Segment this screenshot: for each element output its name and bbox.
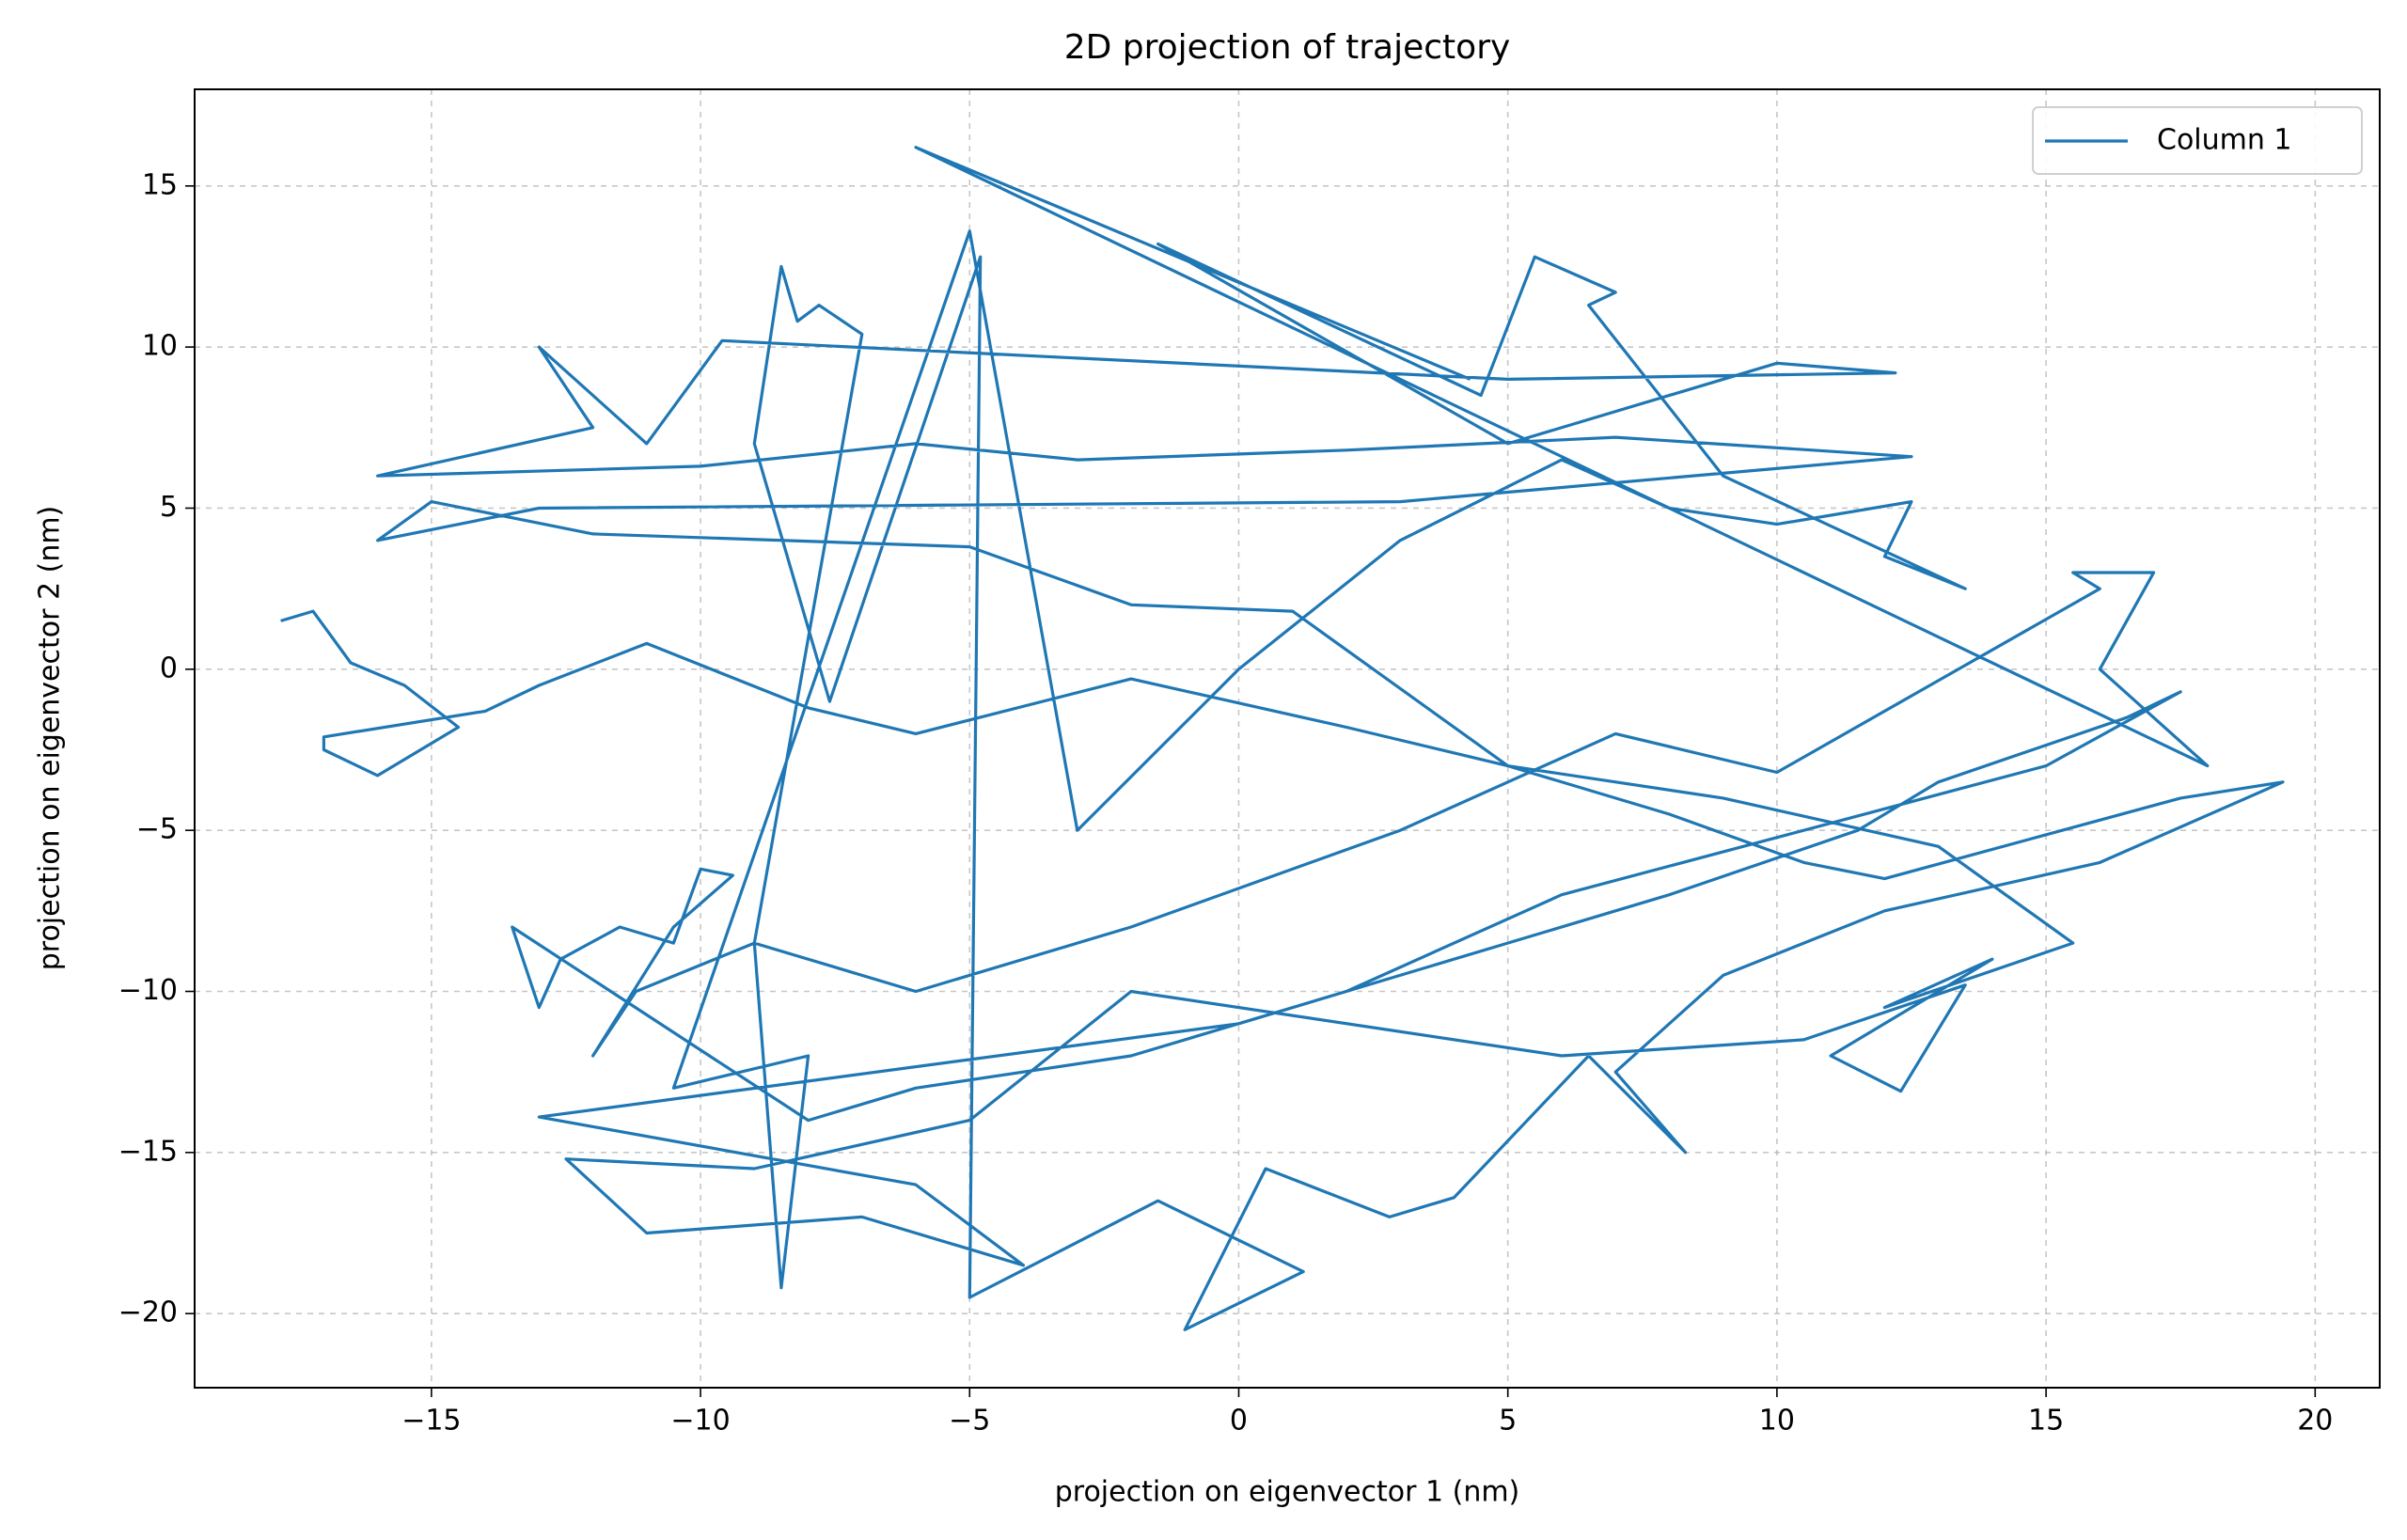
x-tick-label: 0: [1230, 1405, 1248, 1438]
y-tick-label: −10: [118, 974, 178, 1007]
x-tick-label: −15: [401, 1405, 461, 1438]
y-tick-label: 10: [142, 330, 178, 363]
x-axis-label: projection on eigenvector 1 (nm): [1055, 1476, 1520, 1509]
x-tick-label: 15: [2028, 1405, 2064, 1438]
y-tick-label: −15: [118, 1135, 178, 1168]
chart-title: 2D projection of trajectory: [1064, 28, 1511, 67]
y-axis-label: projection on eigenvector 2 (nm): [34, 506, 67, 971]
plot-frame: [194, 88, 2381, 1389]
y-tick-label: 0: [160, 652, 178, 684]
x-tick-label: 5: [1499, 1405, 1517, 1438]
x-tick-label: −5: [949, 1405, 990, 1438]
legend-label: Column 1: [2157, 124, 2292, 157]
x-tick-label: −10: [670, 1405, 730, 1438]
y-tick-label: 15: [142, 168, 178, 201]
data-line: [280, 146, 2285, 1331]
x-tick-label: 10: [1759, 1405, 1795, 1438]
x-tick-label: 20: [2297, 1405, 2333, 1438]
y-tick-label: −20: [118, 1296, 178, 1329]
legend-box: [2032, 106, 2363, 175]
y-tick-label: 5: [160, 491, 178, 524]
y-tick-label: −5: [136, 813, 178, 846]
